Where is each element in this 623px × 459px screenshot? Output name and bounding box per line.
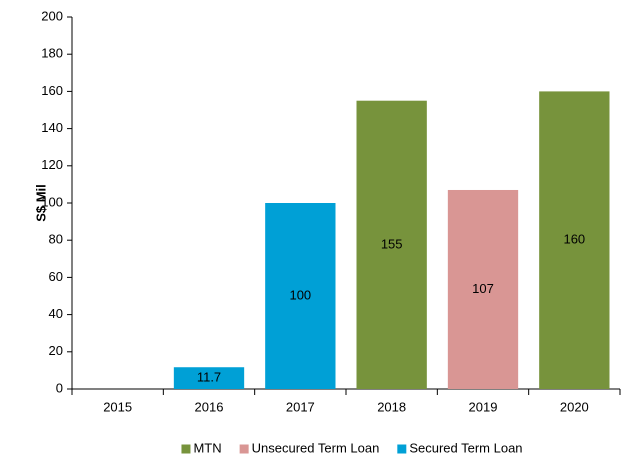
- data-label: 160: [563, 232, 585, 247]
- y-axis-label: S$ Mil: [33, 184, 48, 222]
- data-label: 11.7: [197, 370, 221, 385]
- y-tick-label: 20: [49, 343, 63, 358]
- y-tick-label: 160: [41, 83, 63, 98]
- x-tick-label: 2019: [469, 399, 498, 414]
- legend-label: Unsecured Term Loan: [252, 440, 380, 455]
- data-label: 155: [381, 236, 403, 251]
- y-tick-label: 180: [41, 46, 63, 61]
- y-tick-label: 0: [56, 380, 63, 395]
- legend-swatch: [239, 444, 249, 454]
- bar: [539, 91, 610, 390]
- legend-swatch: [181, 444, 191, 454]
- legend-label: Secured Term Loan: [409, 440, 522, 455]
- y-tick-label: 40: [49, 306, 63, 321]
- y-tick-label: 200: [41, 8, 63, 23]
- y-tick-label: 100: [41, 194, 63, 209]
- legend-swatch: [397, 444, 407, 454]
- x-tick-label: 2017: [286, 399, 315, 414]
- y-tick-label: 120: [41, 157, 63, 172]
- y-tick-label: 80: [49, 232, 63, 247]
- x-tick-label: 2018: [377, 399, 406, 414]
- data-label: 107: [472, 281, 494, 296]
- bar: [173, 367, 245, 389]
- y-tick-label: 60: [49, 269, 63, 284]
- x-tick-label: 2015: [103, 399, 132, 414]
- bar: [447, 189, 519, 389]
- y-tick-label: 140: [41, 120, 63, 135]
- x-tick-label: 2016: [195, 399, 224, 414]
- bar: [356, 100, 427, 389]
- legend-label: MTN: [193, 440, 221, 455]
- data-label: 100: [289, 287, 311, 302]
- bar: [265, 203, 336, 389]
- x-tick-label: 2020: [560, 399, 589, 414]
